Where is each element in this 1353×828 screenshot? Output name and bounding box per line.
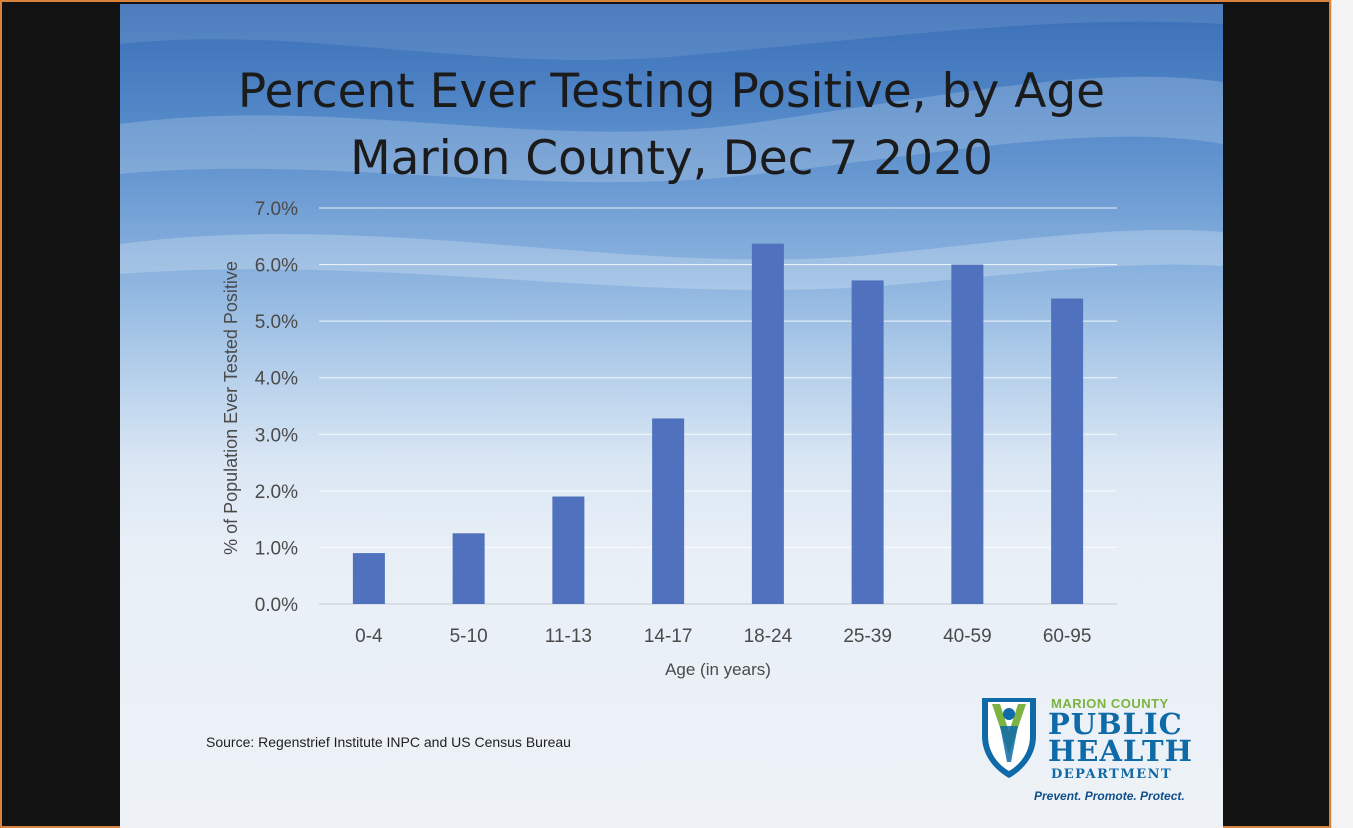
x-tick-label: 11-13 [545, 626, 592, 647]
bars [352, 243, 1084, 604]
x-tick-label: 5-10 [450, 626, 488, 647]
bar-5-10 [452, 533, 485, 604]
bar-0-4 [352, 553, 385, 604]
logo-health-text: HEALTH [1048, 734, 1194, 768]
bar-14-17 [652, 418, 685, 604]
x-tick-label: 25-39 [843, 626, 892, 647]
x-tick-label: 40-59 [943, 626, 992, 647]
x-tick-label: 14-17 [644, 626, 693, 647]
chart-title-line-1: Percent Ever Testing Positive, by Age [237, 64, 1106, 119]
y-tick-label: 0.0% [255, 595, 298, 616]
y-tick-label: 1.0% [255, 538, 298, 559]
y-tick-label: 3.0% [255, 425, 298, 446]
y-tick-label: 7.0% [255, 199, 298, 220]
vertical-scrollbar[interactable] [1331, 0, 1353, 828]
bar-11-13 [552, 496, 585, 604]
x-tick-label: 0-4 [355, 626, 383, 647]
y-tick-label: 5.0% [255, 312, 298, 333]
slide: Percent Ever Testing Positive, by Age Ma… [120, 4, 1223, 828]
gridlines [319, 207, 1117, 605]
y-tick-label: 2.0% [255, 482, 298, 503]
chart-title-line-2: Marion County, Dec 7 2020 [350, 131, 993, 186]
health-department-logo: MARION COUNTY PUBLIC HEALTH DEPARTMENT P… [978, 692, 1203, 807]
bar-60-95 [1051, 298, 1084, 604]
bar-25-39 [851, 280, 884, 604]
logo-public-text: PUBLIC [1048, 707, 1183, 741]
bar-40-59 [951, 264, 984, 604]
x-tick-label: 18-24 [744, 626, 793, 647]
x-axis-title: Age (in years) [665, 660, 771, 679]
y-axis-title: % of Population Ever Tested Positive [221, 261, 241, 555]
bar-18-24 [751, 243, 784, 604]
y-tick-label: 4.0% [255, 369, 298, 390]
x-tick-label: 60-95 [1043, 626, 1092, 647]
shield-v-icon [982, 698, 1036, 778]
logo-county-text: MARION COUNTY [1051, 696, 1169, 711]
logo-tagline: Prevent. Promote. Protect. [1034, 789, 1185, 803]
source-note: Source: Regenstrief Institute INPC and U… [206, 734, 571, 750]
y-tick-label: 6.0% [255, 256, 298, 277]
y-tick-labels: 0.0% 1.0% 2.0% 3.0% 4.0% 5.0% 6.0% 7.0% [255, 199, 298, 616]
logo-department-text: DEPARTMENT [1051, 767, 1173, 782]
x-tick-labels: 0-4 5-10 11-13 14-17 18-24 25-39 40-59 60-95 [355, 626, 1091, 647]
background-waves [120, 4, 1223, 290]
bar-chart: 0.0% 1.0% 2.0% 3.0% 4.0% 5.0% 6.0% 7.0% 0-4 5-10… [221, 199, 1117, 679]
